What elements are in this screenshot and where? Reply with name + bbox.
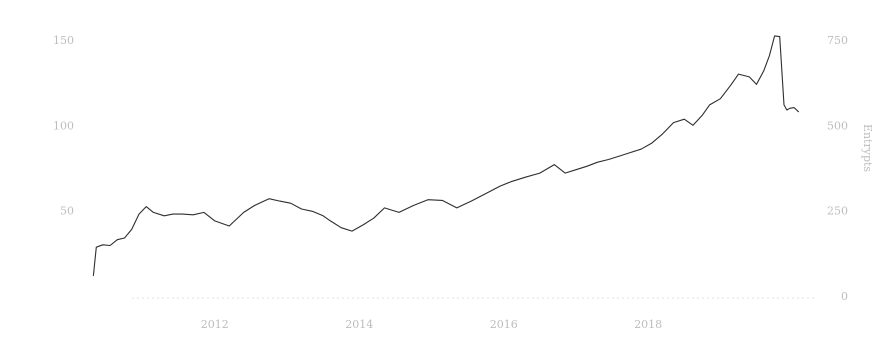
right-y-tick-label: 750 [827, 34, 848, 47]
right-y-tick-label: 500 [827, 119, 848, 132]
x-tick-label: 2012 [201, 318, 229, 331]
left-y-tick-label: 150 [53, 34, 74, 47]
right-y-axis: 0 250 500 750 [827, 34, 848, 303]
x-tick-label: 2018 [634, 318, 662, 331]
series-line [92, 35, 799, 277]
left-y-axis: 50 100 150 [53, 34, 74, 218]
x-axis: 2012 2014 2016 2018 [201, 318, 662, 331]
right-y-tick-label: 250 [827, 205, 848, 218]
x-tick-label: 2014 [345, 318, 373, 331]
left-y-tick-label: 50 [60, 205, 74, 218]
x-tick-label: 2016 [490, 318, 518, 331]
series-group [92, 35, 799, 277]
left-y-tick-label: 100 [53, 119, 74, 132]
right-y-tick-label: 0 [841, 290, 848, 303]
right-y-axis-title: Entrypts [861, 124, 874, 172]
